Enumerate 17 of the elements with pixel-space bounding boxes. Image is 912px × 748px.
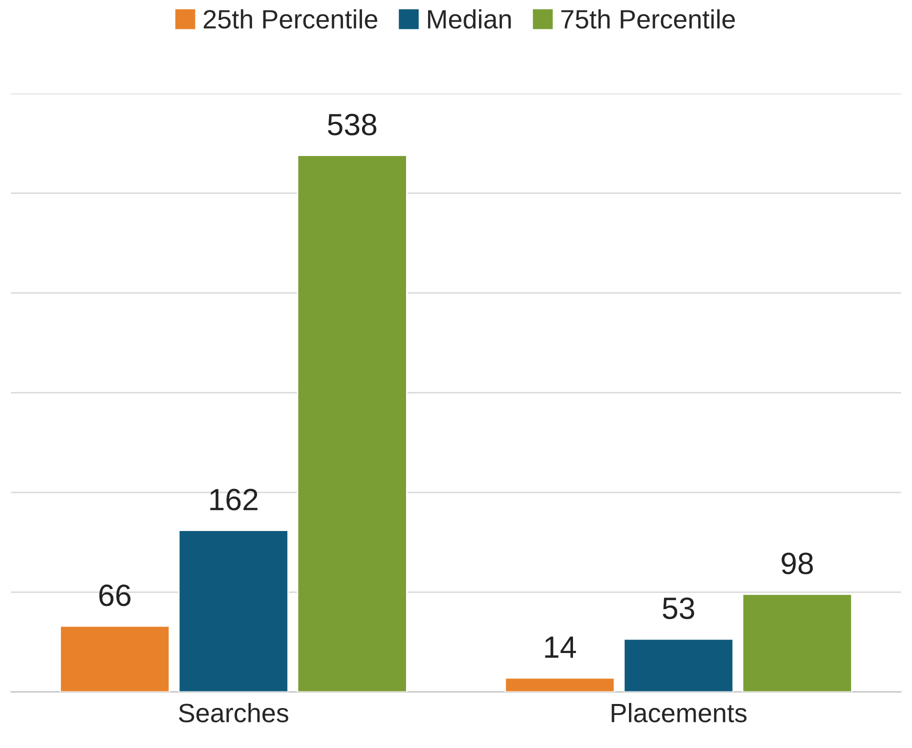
bar (504, 677, 616, 692)
data-label: 66 (99, 584, 130, 606)
bar (623, 638, 734, 692)
bar (742, 593, 852, 692)
legend-label: 75th Percentile (561, 9, 735, 29)
data-label: 98 (782, 552, 813, 574)
x-tick-label: Searches (178, 703, 288, 722)
data-label: 14 (545, 636, 576, 658)
x-tick-label: Placements (612, 703, 747, 722)
data-label: 162 (210, 488, 258, 510)
legend-label: Median (428, 9, 511, 29)
data-label: 53 (662, 597, 694, 620)
legend-label: 25th Percentile (204, 9, 378, 29)
bar (178, 530, 289, 692)
bar (296, 154, 408, 692)
data-label: 538 (328, 114, 376, 136)
bar (60, 625, 170, 692)
